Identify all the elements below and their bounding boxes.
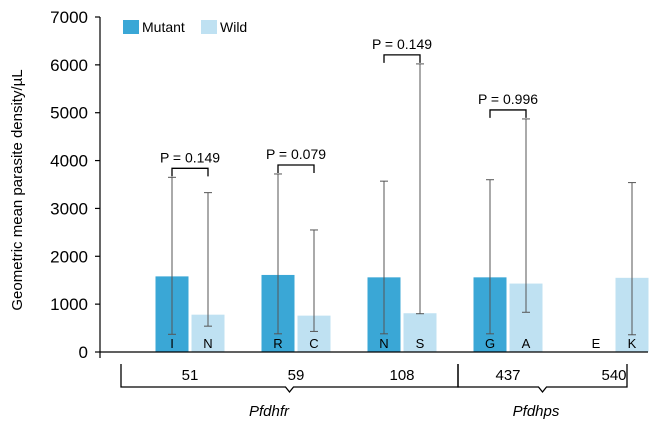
gene-label-pfdhps: Pfdhps (513, 403, 560, 420)
gene-label-pfdhfr: Pfdhfr (249, 403, 290, 420)
y-tick-label: 7000 (50, 8, 88, 27)
codon-label: 59 (288, 367, 305, 384)
legend: Mutant Wild (123, 19, 247, 35)
allele-label-wild: A (522, 336, 531, 351)
x-axis: 51 59 108 437 540 Pfdhfr Pfdhps (99, 351, 648, 420)
p-value-label: P = 0.149 (372, 36, 432, 52)
legend-swatch-wild (201, 20, 217, 34)
allele-label-mutant: I (170, 336, 174, 351)
y-tick-label: 6000 (50, 56, 88, 75)
y-tick-label: 3000 (50, 199, 88, 218)
allele-label-mutant: G (485, 336, 495, 351)
p-value-label: P = 0.079 (266, 146, 326, 162)
codon-label: 108 (389, 367, 414, 384)
allele-label-wild: C (309, 336, 318, 351)
y-axis-label: Geometric mean parasite density/µL (9, 69, 26, 310)
y-tick-label: 0 (79, 343, 88, 362)
allele-label-wild: S (416, 336, 425, 351)
p-value-annotations: P = 0.149 P = 0.079 P = 0.149 P = 0.996 (160, 36, 538, 177)
p-value-label: P = 0.149 (160, 149, 220, 165)
p-value-label: P = 0.996 (478, 91, 538, 107)
y-tick-label: 4000 (50, 152, 88, 171)
allele-label-mutant: R (273, 336, 282, 351)
allele-label-mutant: E (592, 336, 601, 351)
y-tick-label: 1000 (50, 295, 88, 314)
allele-label-mutant: N (379, 336, 388, 351)
p-value-bracket (171, 167, 209, 177)
allele-label-wild: N (203, 336, 212, 351)
error-bars (168, 63, 636, 336)
p-value-bracket (383, 54, 421, 63)
bar-wild (403, 313, 437, 352)
y-tick-label: 2000 (50, 247, 88, 266)
legend-swatch-mutant (123, 20, 139, 34)
codon-label: 437 (495, 367, 520, 384)
p-value-bracket (489, 109, 527, 118)
p-value-bracket (277, 164, 315, 173)
codon-label: 51 (182, 367, 199, 384)
gene-brace-pfdhps (457, 364, 628, 394)
y-tick-label: 5000 (50, 104, 88, 123)
allele-label-wild: K (628, 336, 637, 351)
codon-label: 540 (601, 367, 626, 384)
legend-label-wild: Wild (220, 19, 247, 35)
legend-label-mutant: Mutant (142, 19, 185, 35)
y-axis: 0 1000 2000 3000 4000 5000 6000 7000 (50, 8, 101, 362)
